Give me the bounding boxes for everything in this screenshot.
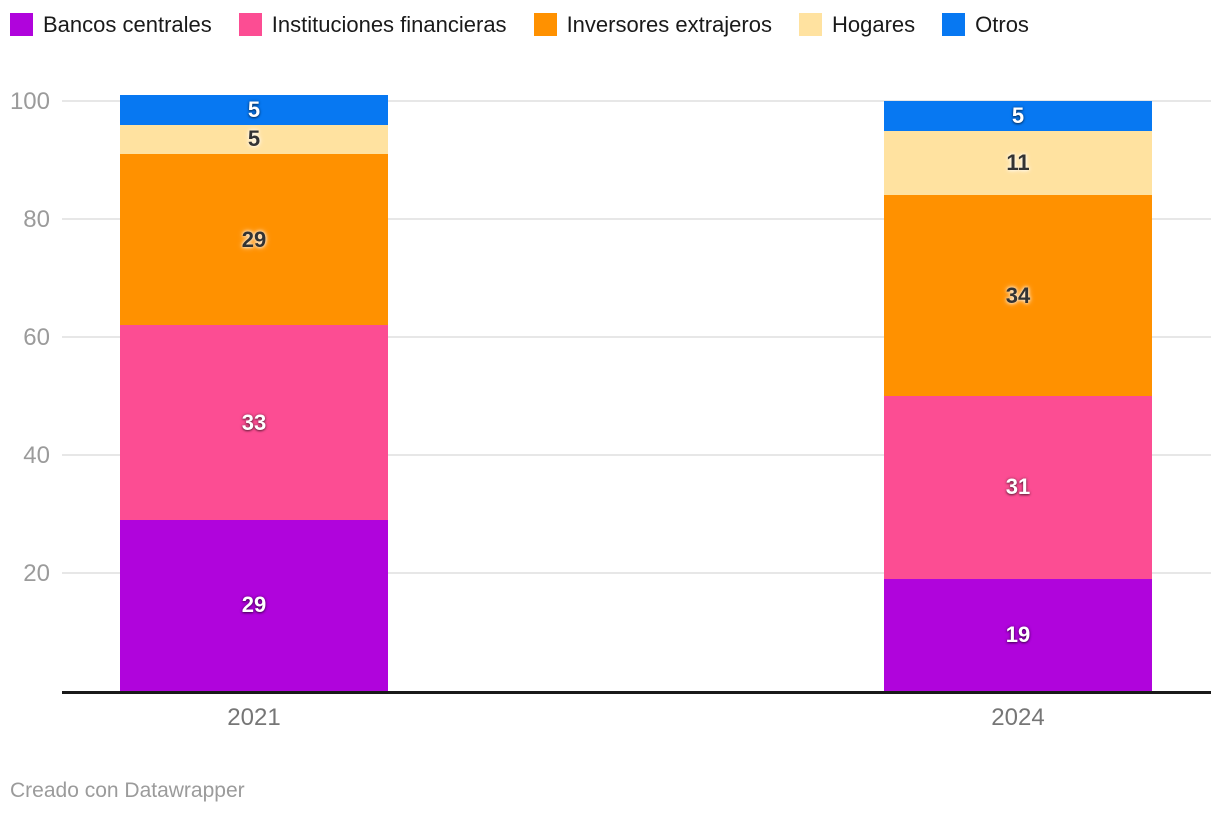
segment-value-label: 5 — [247, 126, 261, 152]
gridline-80 — [62, 218, 1211, 220]
datawrapper-credit-link[interactable]: Creado con Datawrapper — [10, 779, 245, 802]
segment-value-label: 34 — [1005, 282, 1031, 308]
legend-item-2: Inversores extrajeros — [533, 11, 772, 37]
y-tick-label-80: 80 — [23, 206, 50, 233]
y-tick-label-100: 100 — [9, 88, 50, 115]
segment-value-label: 5 — [247, 96, 261, 122]
bar-segment-2024-4[interactable]: 5 — [884, 101, 1152, 131]
legend-swatch-icon — [10, 13, 33, 36]
segment-value-label: 33 — [241, 409, 267, 435]
legend-label: Instituciones financieras — [271, 11, 507, 37]
bar-segment-2024-0[interactable]: 19 — [884, 578, 1152, 691]
x-category-label-2024: 2024 — [991, 704, 1045, 731]
bar-segment-2024-2[interactable]: 34 — [884, 195, 1152, 396]
x-axis-baseline — [62, 691, 1211, 694]
legend-label: Otros — [975, 11, 1029, 37]
bar-segment-2024-3[interactable]: 11 — [884, 130, 1152, 196]
legend-label: Inversores extrajeros — [566, 11, 772, 37]
legend-item-0: Bancos centrales — [10, 13, 212, 36]
legend-swatch-icon — [533, 13, 557, 36]
bar-segment-2021-0[interactable]: 29 — [120, 519, 388, 691]
segment-value-label: 31 — [1005, 474, 1031, 500]
gridline-60 — [62, 336, 1211, 338]
legend-swatch-icon — [942, 13, 966, 36]
y-tick-label-60: 60 — [23, 324, 50, 351]
legend-swatch-icon — [238, 13, 262, 36]
y-tick-label-40: 40 — [23, 442, 50, 469]
segment-value-label: 29 — [241, 592, 267, 618]
x-category-label-2021: 2021 — [227, 704, 281, 731]
bar-segment-2024-1[interactable]: 31 — [884, 396, 1152, 579]
segment-value-label: 19 — [1005, 621, 1031, 647]
legend-item-1: Instituciones financieras — [238, 11, 507, 37]
legend-item-4: Otros — [942, 13, 1029, 36]
bar-segment-2021-2[interactable]: 29 — [120, 154, 388, 326]
legend-item-3: Hogares — [798, 11, 916, 37]
y-tick-label-20: 20 — [23, 560, 50, 587]
gridline-20 — [62, 572, 1211, 574]
legend-swatch-icon — [798, 13, 822, 36]
bar-segment-2021-4[interactable]: 5 — [120, 95, 388, 125]
legend: Bancos centrales Instituciones financiera… — [10, 13, 1029, 36]
gridline-40 — [62, 454, 1211, 456]
gridline-100 — [62, 100, 1211, 102]
legend-label: Bancos centrales — [43, 11, 212, 37]
bar-segment-2021-1[interactable]: 33 — [120, 325, 388, 520]
segment-value-label: 29 — [241, 226, 267, 252]
bar-segment-2021-3[interactable]: 5 — [120, 124, 388, 155]
segment-value-label: 11 — [1006, 149, 1030, 175]
segment-value-label: 5 — [1011, 102, 1025, 128]
legend-label: Hogares — [831, 11, 916, 37]
